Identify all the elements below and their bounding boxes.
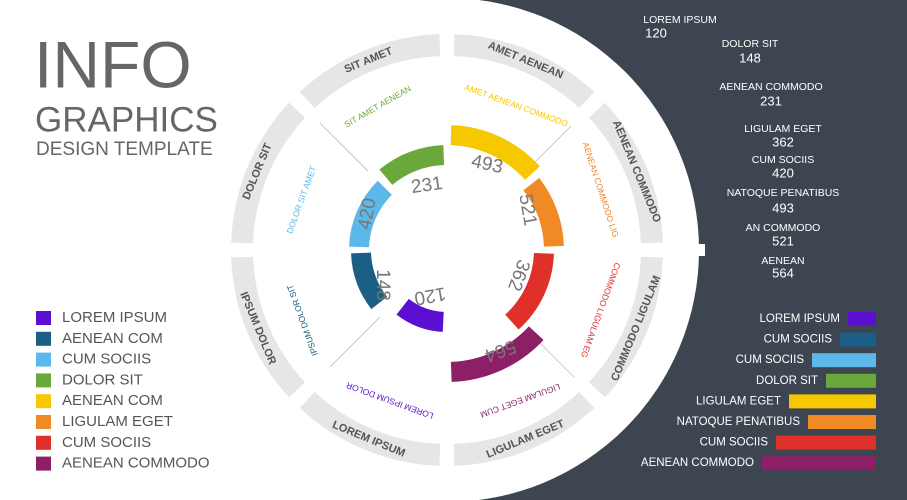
bar	[840, 332, 876, 347]
stat-label: LIGULAM EGET	[744, 123, 822, 135]
legend-swatch	[36, 331, 51, 346]
segment-value: 231	[410, 173, 444, 198]
segment-arc	[379, 145, 445, 186]
legend-label: AENEAN COMMODO	[62, 455, 210, 472]
ring-segment	[231, 256, 306, 398]
bar-label: DOLOR SIT	[756, 375, 818, 387]
bar	[762, 456, 876, 471]
title-line1: INFO	[34, 27, 192, 101]
divider-line	[330, 316, 381, 367]
stat-value: 362	[772, 134, 794, 149]
segment-arc	[523, 177, 564, 247]
legend-label: DOLOR SIT	[62, 371, 143, 388]
stat-label: AENEAN COMMODO	[719, 81, 822, 93]
stat-value: 564	[772, 265, 794, 280]
ring-segment	[588, 256, 663, 398]
stat-label: AENEAN	[761, 255, 804, 267]
bar	[808, 415, 876, 429]
bar-label: CUM SOCIIS	[736, 354, 805, 366]
ring-segment	[299, 391, 441, 466]
stat-label: NATOQUE PENATIBUS	[727, 187, 840, 199]
segment-value: 148	[372, 269, 393, 301]
bar-label: CUM SOCIIS	[764, 334, 833, 346]
divider-line	[319, 122, 369, 172]
stat-label: AN COMMODO	[746, 222, 821, 234]
bar-label: NATOQUE PENATIBUS	[677, 416, 801, 428]
legend-swatch	[36, 352, 51, 367]
bar	[789, 394, 876, 409]
legend-swatch	[36, 435, 51, 450]
stat-value: 521	[772, 233, 794, 248]
divider-line	[535, 125, 572, 162]
stat-label: LOREM IPSUM	[643, 14, 717, 26]
segment-arc	[396, 298, 445, 332]
ring-segment	[588, 102, 663, 244]
stat-value: 148	[739, 50, 761, 65]
legend-swatch	[36, 456, 51, 471]
stat-value: 420	[772, 165, 794, 180]
stat-label: DOLOR SIT	[722, 38, 779, 50]
bar-label: LOREM IPSUM	[759, 313, 840, 325]
segment-arc	[450, 125, 540, 180]
segment-arc	[349, 180, 393, 248]
bar	[776, 435, 876, 450]
legend-label: LOREM IPSUM	[62, 309, 167, 326]
title-line3: DESIGN TEMPLATE	[36, 139, 213, 160]
divider-line	[535, 338, 575, 378]
stat-value: 120	[645, 25, 667, 40]
legend-label: CUM SOCIIS	[62, 434, 151, 451]
ring-segment	[231, 102, 306, 244]
legend-swatch	[36, 373, 51, 388]
ring-segment	[453, 34, 595, 109]
bar-label: CUM SOCIIS	[700, 437, 769, 449]
bar-label: AENEAN COMMODO	[641, 457, 754, 469]
legend-swatch	[36, 311, 51, 325]
bar	[826, 373, 876, 388]
stat-label: CUM SOCIIS	[752, 154, 814, 166]
ring-segment	[453, 391, 595, 466]
stat-value: 231	[760, 93, 782, 108]
title-line2: GRAPHICS	[35, 100, 218, 139]
legend-swatch	[36, 394, 51, 409]
bar	[848, 312, 876, 326]
segment-arc	[504, 252, 554, 330]
bar-label: LIGULAM EGET	[696, 395, 781, 407]
ring-segment	[299, 34, 441, 109]
legend-label: LIGULAM EGET	[62, 413, 173, 430]
legend-label: AENEAN COM	[62, 392, 163, 409]
gap-h	[190, 244, 705, 256]
bar	[812, 353, 876, 368]
stat-value: 493	[772, 200, 794, 215]
legend-label: AENEAN COM	[62, 330, 163, 347]
legend-label: CUM SOCIIS	[62, 351, 151, 368]
segment-arc	[351, 252, 388, 310]
segment-arc	[450, 326, 544, 382]
legend-swatch	[36, 415, 51, 429]
